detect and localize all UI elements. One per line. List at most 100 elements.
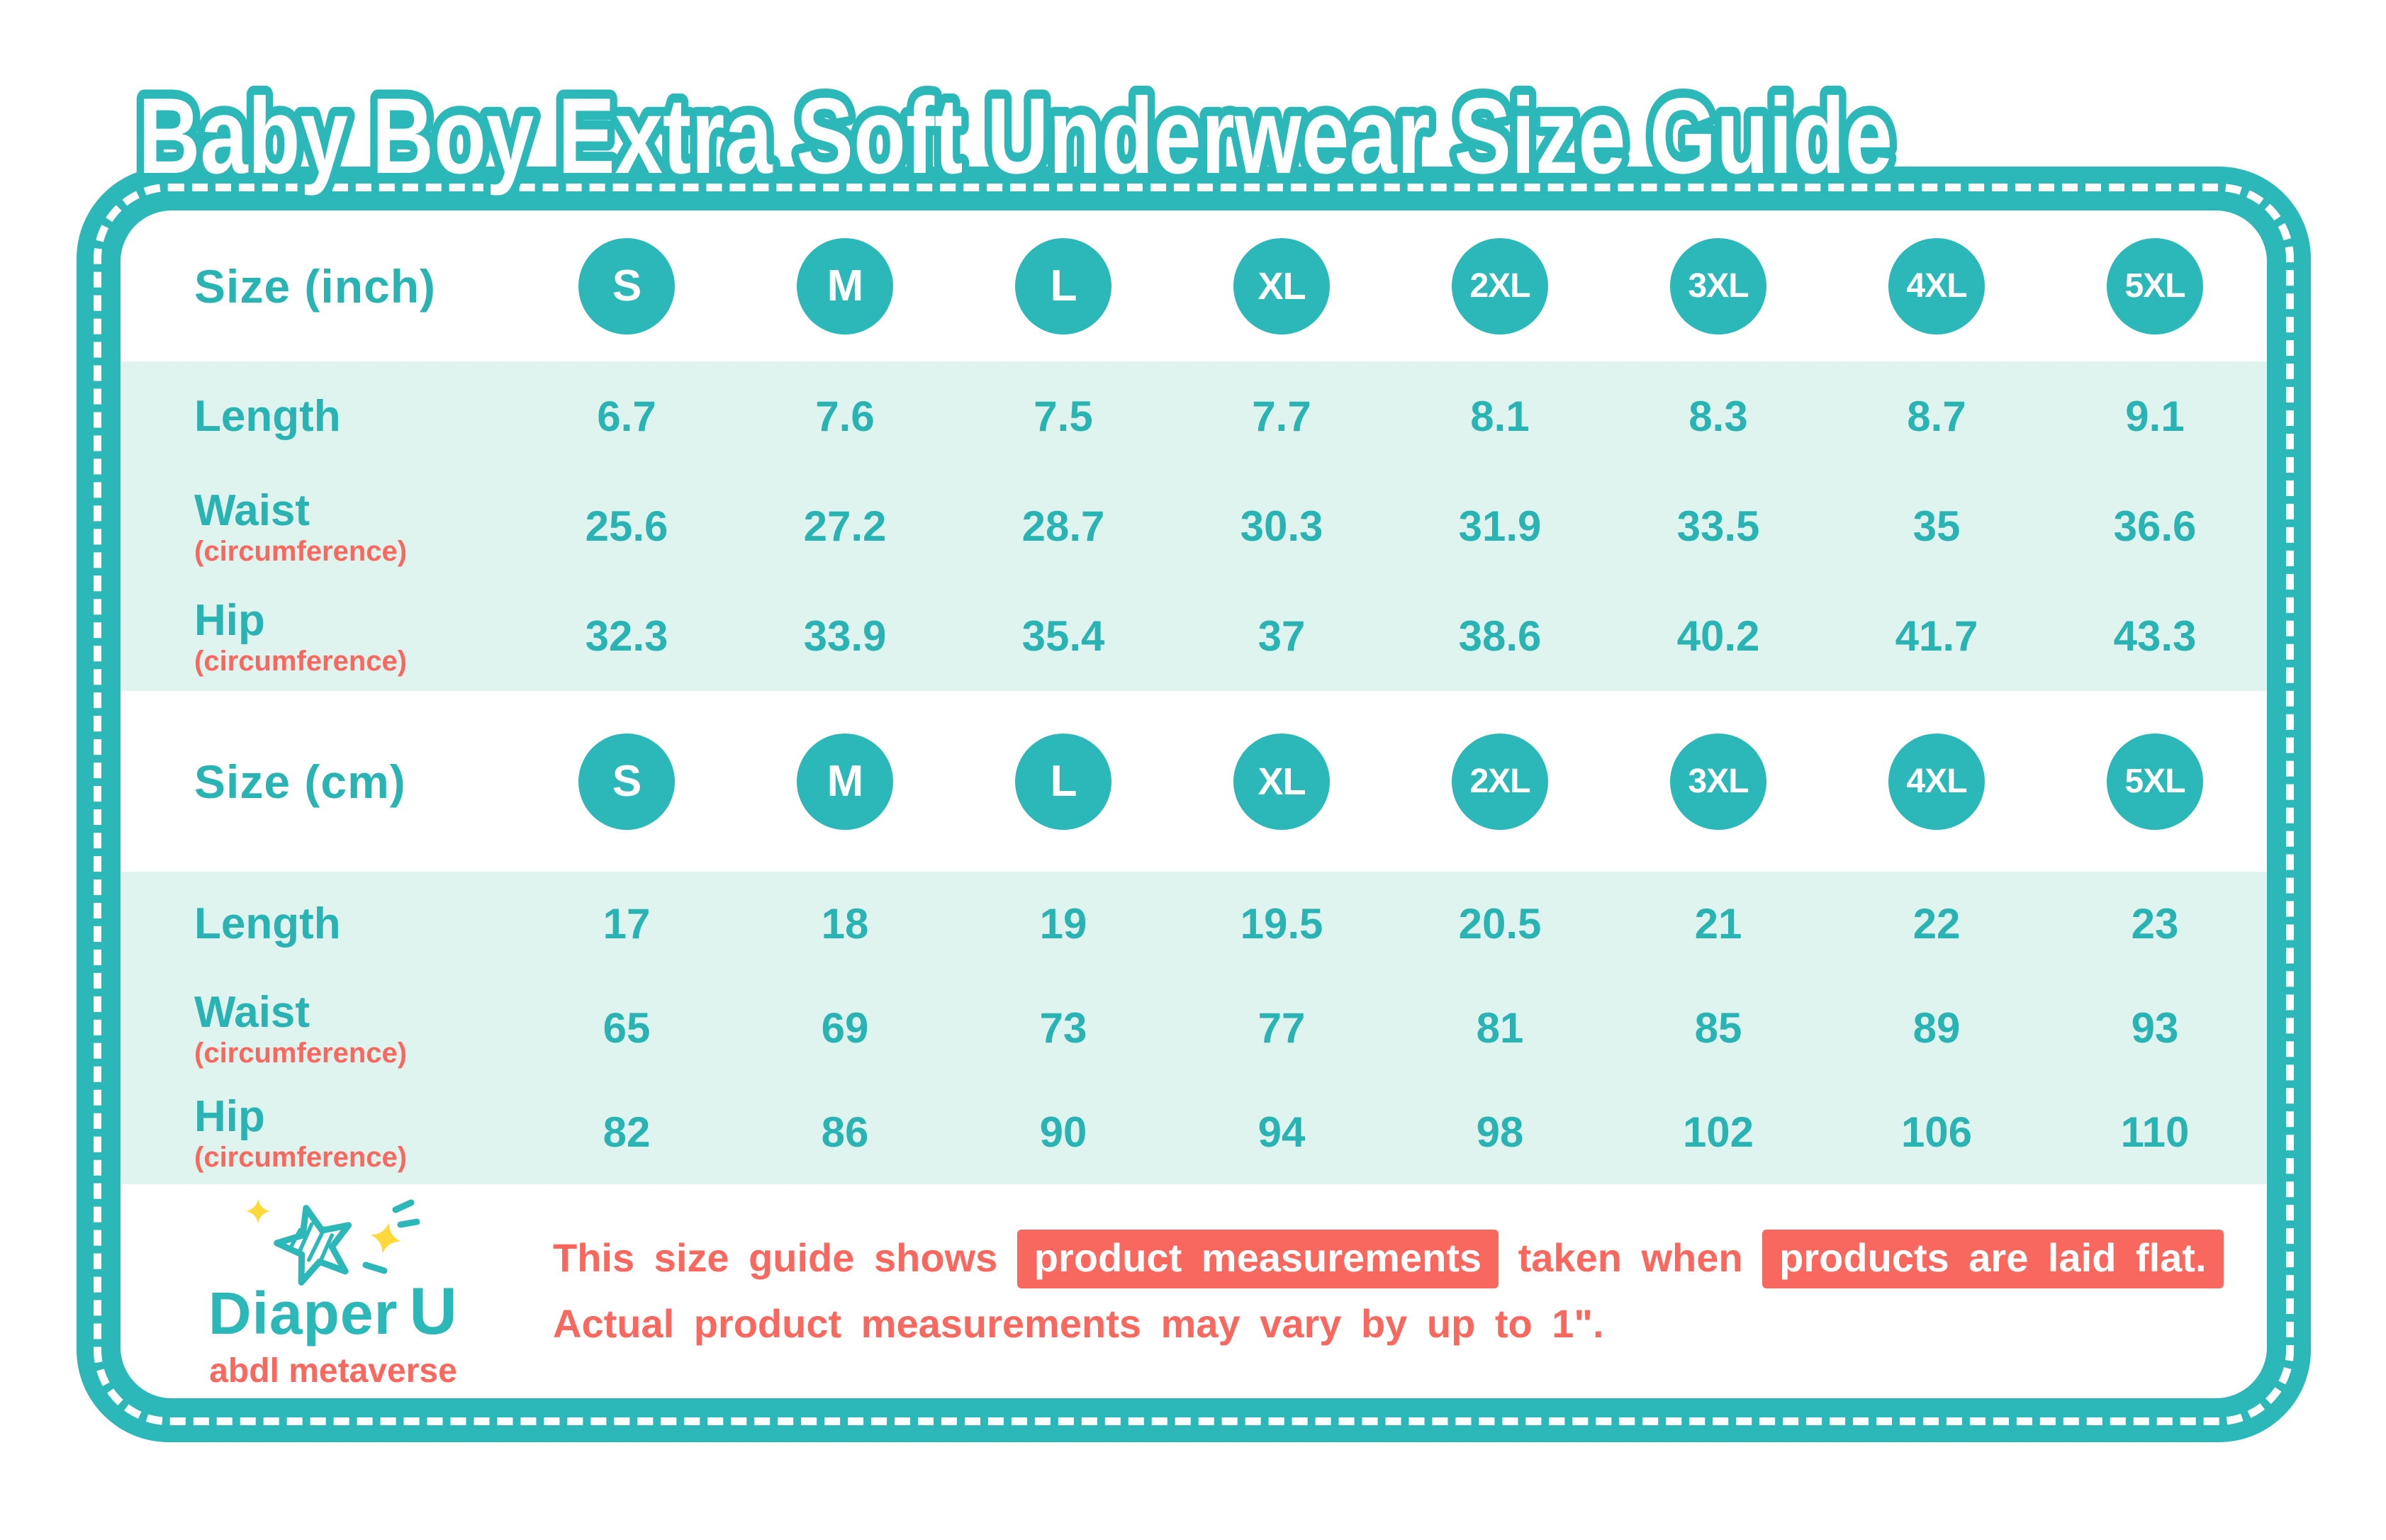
size-badge-2xl: 2XL <box>1452 237 1548 335</box>
table-row: Length 17 18 19 19.5 20.5 21 22 23 <box>121 872 2267 976</box>
measurement-value: 35.4 <box>1021 612 1105 660</box>
measurement-value: 82 <box>603 1108 651 1156</box>
size-table-inch: Size (inch) S M L XL 2XL 3XL 4XL 5XL Length 6.7 7… <box>121 210 2267 691</box>
card-inner: Size (inch) S M L XL 2XL 3XL 4XL 5XL Length 6.7 7… <box>121 210 2267 1398</box>
row-label-cell: Waist (circumference) <box>121 987 517 1069</box>
measurement-value: 77 <box>1258 1004 1306 1052</box>
measurement-value: 93 <box>2131 1004 2179 1052</box>
size-column-header: L <box>954 237 1172 335</box>
size-table-cm: Size (cm) S M L XL 2XL 3XL 4XL 5XL Length 17 18 19… <box>121 691 2267 1184</box>
unit-label-cell: Size (inch) <box>121 259 517 313</box>
brand-name-u: U <box>409 1273 459 1348</box>
measurement-value: 30.3 <box>1240 502 1323 550</box>
table-body: Length 17 18 19 19.5 20.5 21 22 23 Waist (circumfe… <box>121 872 2267 1184</box>
row-label-cell: Hip (circumference) <box>121 1091 517 1174</box>
measurement-value: 9.1 <box>2125 393 2185 440</box>
note-text: Actual product measurements may vary by … <box>553 1301 1604 1346</box>
size-badge-2xl: 2XL <box>1452 733 1548 830</box>
measurement-value: 37 <box>1258 612 1306 660</box>
row-sublabel: (circumference) <box>194 535 408 567</box>
size-column-header: 3XL <box>1609 733 1827 830</box>
row-sublabel: (circumference) <box>194 1141 408 1173</box>
table-row: Waist (circumference) 25.6 27.2 28.7 30.3 31.9… <box>121 471 2267 581</box>
note-text: taken when <box>1499 1235 1763 1281</box>
size-column-header: 5XL <box>2046 237 2264 335</box>
row-label-cell: Hip (circumference) <box>121 595 517 678</box>
measurement-value: 110 <box>2120 1108 2190 1156</box>
table-header-row: Size (cm) S M L XL 2XL 3XL 4XL 5XL <box>121 691 2267 872</box>
measurement-value: 94 <box>1258 1108 1306 1156</box>
measurement-value: 40.2 <box>1676 612 1760 660</box>
row-sublabel: (circumference) <box>194 1037 408 1069</box>
measurement-value: 90 <box>1039 1108 1087 1156</box>
size-badge-s: S <box>578 237 675 335</box>
measurement-value: 7.5 <box>1034 393 1093 440</box>
brand-logo: Diaper U abdl metaverse <box>121 1193 546 1390</box>
size-guide-card: Size (inch) S M L XL 2XL 3XL 4XL 5XL Length 6.7 7… <box>77 167 2311 1442</box>
measurement-value: 19.5 <box>1240 900 1323 948</box>
row-label: Hip <box>194 1091 265 1141</box>
size-column-header: 2XL <box>1391 237 1609 335</box>
size-column-header: 4XL <box>1827 237 2046 335</box>
brand-tagline: abdl metaverse <box>209 1351 457 1390</box>
size-column-header: XL <box>1172 237 1391 335</box>
measurement-value: 69 <box>821 1004 869 1052</box>
brand-name-main: Diaper <box>208 1279 398 1347</box>
note-text: This size guide shows <box>553 1235 1017 1281</box>
table-row: Length 6.7 7.6 7.5 7.7 8.1 8.3 8.7 9.1 <box>121 361 2267 471</box>
measurement-value: 7.7 <box>1252 393 1311 440</box>
size-badge-m: M <box>797 733 893 830</box>
row-label: Waist <box>194 485 310 535</box>
unit-label: Size (cm) <box>194 755 406 808</box>
measurement-value: 43.3 <box>2113 612 2197 660</box>
size-badge-5xl: 5XL <box>2107 237 2203 335</box>
measurement-value: 18 <box>821 900 869 948</box>
measurement-value: 89 <box>1912 1004 1961 1052</box>
size-column-header: M <box>736 733 954 830</box>
size-badge-l: L <box>1015 733 1111 830</box>
row-label-cell: Length <box>121 391 517 442</box>
measurement-value: 6.7 <box>597 393 656 440</box>
row-label: Length <box>194 899 341 948</box>
brand-name: Diaper U <box>208 1277 458 1347</box>
size-column-header: XL <box>1172 733 1391 830</box>
size-column-header: M <box>736 237 954 335</box>
sparkle-icon <box>370 1222 401 1254</box>
measurement-note: This size guide shows product measuremen… <box>546 1223 2267 1359</box>
measurement-value: 20.5 <box>1458 900 1542 948</box>
note-line-1: This size guide shows product measuremen… <box>553 1227 2231 1289</box>
measurement-value: 27.2 <box>803 502 887 550</box>
measurement-value: 36.6 <box>2113 502 2197 550</box>
sparkle-icon <box>246 1198 270 1223</box>
row-label: Length <box>194 392 341 441</box>
size-column-header: 2XL <box>1391 733 1609 830</box>
measurement-value: 31.9 <box>1458 502 1542 550</box>
measurement-value: 102 <box>1682 1108 1754 1156</box>
measurement-value: 22 <box>1912 900 1961 948</box>
measurement-value: 38.6 <box>1458 612 1542 660</box>
measurement-value: 7.6 <box>815 393 875 440</box>
measurement-value: 65 <box>603 1004 651 1052</box>
size-badge-xl: XL <box>1233 237 1330 335</box>
measurement-value: 17 <box>603 900 651 948</box>
measurement-value: 25.6 <box>585 502 668 550</box>
measurement-value: 86 <box>821 1108 869 1156</box>
size-badge-l: L <box>1015 237 1111 335</box>
table-row: Waist (circumference) 65 69 73 77 81 85 89 93 <box>121 976 2267 1080</box>
measurement-value: 8.1 <box>1470 393 1530 440</box>
size-badge-s: S <box>578 733 675 830</box>
row-sublabel: (circumference) <box>194 645 408 677</box>
size-badge-4xl: 4XL <box>1888 237 1985 335</box>
table-header-row: Size (inch) S M L XL 2XL 3XL 4XL 5XL <box>121 210 2267 361</box>
measurement-value: 28.7 <box>1021 502 1105 550</box>
note-line-2: Actual product measurements may vary by … <box>553 1293 2231 1355</box>
measurement-value: 8.7 <box>1907 393 1966 440</box>
size-column-header: 5XL <box>2046 733 2264 830</box>
size-badge-m: M <box>797 237 893 335</box>
measurement-value: 41.7 <box>1895 612 1978 660</box>
size-column-header: S <box>517 237 736 335</box>
size-badge-5xl: 5XL <box>2107 733 2203 830</box>
row-label-cell: Length <box>121 899 517 949</box>
footer: Diaper U abdl metaverse This size guide s… <box>121 1184 2267 1398</box>
size-badge-3xl: 3XL <box>1670 733 1766 830</box>
